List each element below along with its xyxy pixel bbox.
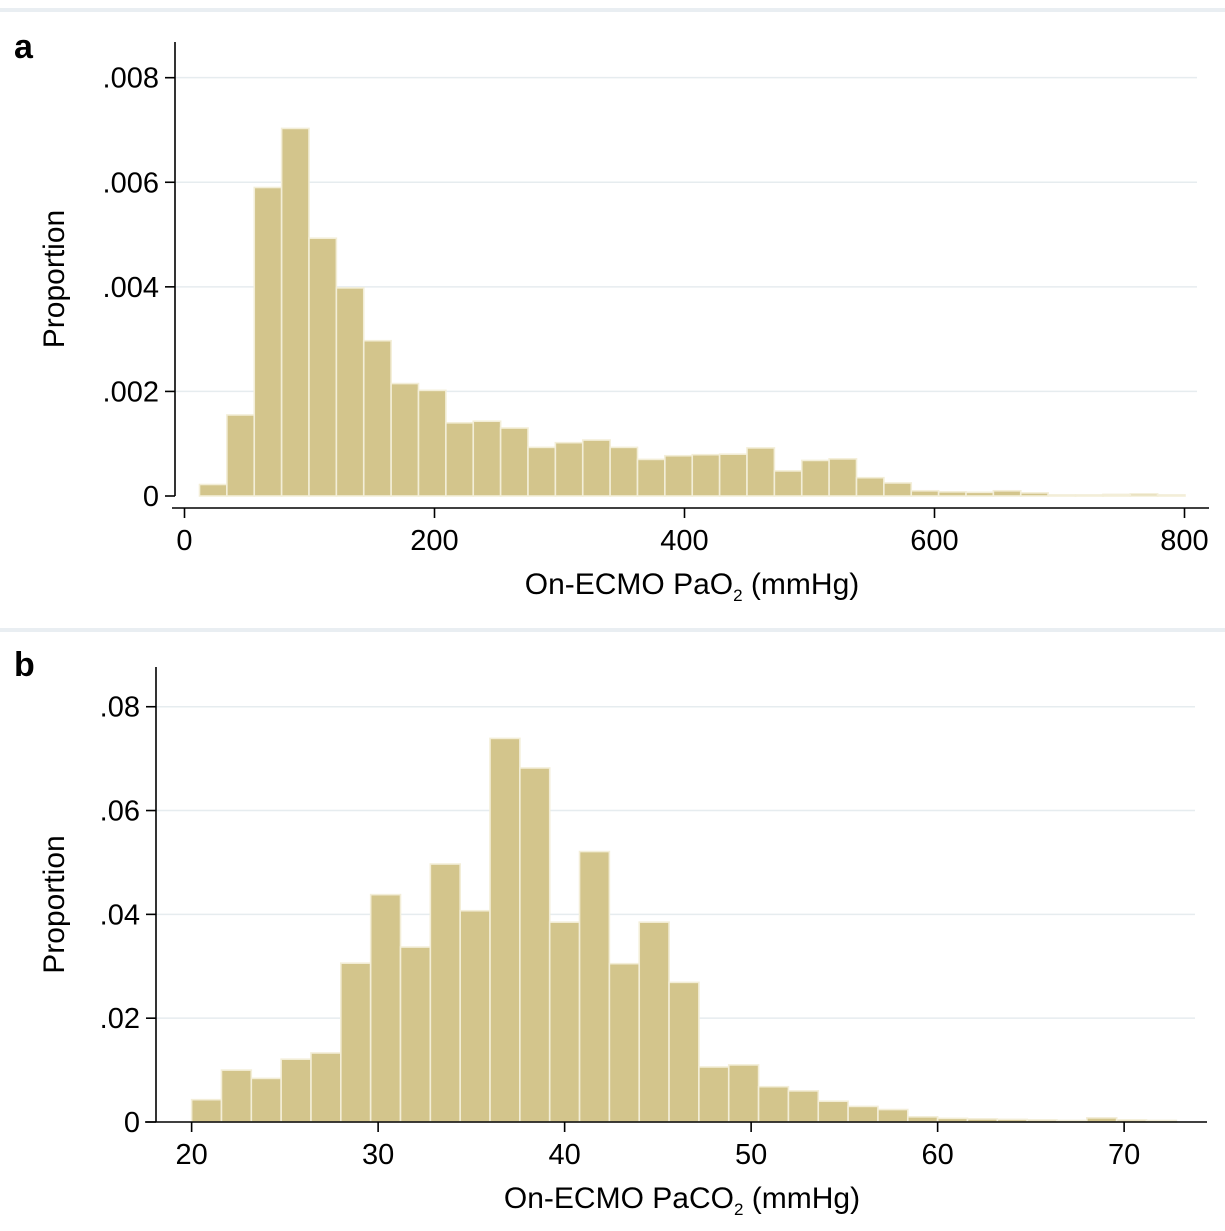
histogram-bar [527,446,557,497]
x-tick-label: 20 [175,1139,207,1171]
histogram-bar [609,446,639,497]
histogram-bar [608,962,641,1123]
histogram-bar [554,441,584,497]
x-tick-label: 40 [548,1139,580,1171]
histogram-bar [198,483,228,497]
y-tick-label: .02 [100,1003,140,1035]
histogram-bar [340,962,372,1123]
histogram-bar [417,389,447,497]
y-tick-label: 0 [143,481,159,513]
histogram-bar [698,1066,730,1123]
y-tick-label: .06 [100,796,140,828]
histogram-bar [847,1105,879,1123]
histogram-bar [817,1100,849,1123]
histogram-bar [548,921,581,1123]
histogram-bar [1047,494,1077,497]
histogram-bar [718,453,748,497]
histogram-bar [727,1064,760,1123]
histogram-bar [581,439,611,497]
histogram-bar [335,287,365,497]
histogram-bar [310,1052,342,1123]
x-tick-label: 70 [1108,1139,1140,1171]
histogram-bar [429,863,461,1123]
histogram-bar [965,491,995,497]
histogram-bar [664,454,694,497]
histogram-bar [499,427,529,497]
histogram-bar [226,414,256,497]
histogram-bar [308,237,338,497]
histogram-bar [253,186,283,497]
y-tick-label: .04 [100,899,140,931]
histogram-bar [636,458,666,497]
x-axis-label: On-ECMO PaCO2 (mmHg) [504,1182,860,1219]
panel-separator [0,8,1225,12]
histogram-bar [472,420,502,497]
histogram-bar [489,737,521,1123]
histogram-bar [668,981,700,1123]
histogram-bar [445,421,475,497]
x-tick-label: 600 [910,525,958,557]
histogram-bar [773,470,803,497]
histogram-bar [250,1077,282,1123]
histogram-pao2: 0 .002 .004 .006 .008 0 200 400 600 800 Proportion… [38,42,1209,605]
y-axis-label: Proportion [38,210,71,348]
panel-label: b [14,646,35,684]
panel-separator [0,628,1225,632]
histogram-bar [190,1098,223,1123]
histogram-bar [877,1108,909,1123]
x-axis-label-suffix: (mmHg) [743,1182,860,1215]
histogram-bar [220,1069,253,1123]
histogram-bar [937,491,967,497]
histogram-bar [280,127,310,497]
y-tick-label: .002 [103,376,159,408]
histogram-bar [638,921,670,1123]
x-tick-label: 200 [410,525,458,557]
histogram-bar [459,909,491,1123]
x-axis-label-subscript: 2 [734,1200,743,1219]
histogram-bar [1019,492,1049,497]
histogram-bar [519,767,551,1123]
x-tick-label: 800 [1160,525,1208,557]
histogram-bar [883,482,913,497]
histogram-bar [1102,493,1132,497]
histogram-bar [390,382,420,497]
histogram-bar [828,458,858,497]
x-axis-label: On-ECMO PaO2 (mmHg) [525,568,860,605]
histogram-bar [1074,494,1104,497]
x-tick-label: 60 [921,1139,953,1171]
histogram-bar [369,893,402,1123]
histogram-paco2: 0 .02 .04 .06 .08 20 30 40 50 60 70 Proportion On-EC… [38,667,1207,1219]
y-tick-label: 0 [124,1107,140,1139]
y-axis-label: Proportion [38,835,71,973]
histogram-bar [691,453,721,497]
histogram-bar [280,1058,312,1123]
y-tick-label: .006 [103,167,159,199]
x-tick-label: 50 [735,1139,767,1171]
x-tick-label: 400 [660,525,708,557]
histogram-bar [399,946,432,1123]
y-tick-label: .08 [100,692,140,724]
x-axis-label-suffix: (mmHg) [743,568,860,601]
histogram-bar [1156,494,1186,497]
histogram-bar [757,1085,790,1123]
x-tick-label: 30 [362,1139,394,1171]
y-tick-label: .004 [103,272,159,304]
histogram-bar [787,1090,820,1123]
panel-label: a [14,28,33,66]
histogram-bar [1129,493,1159,497]
x-axis-label-prefix: On-ECMO PaO [525,568,733,601]
histogram-bar [800,459,830,497]
x-axis-label-subscript: 2 [733,586,742,605]
histogram-bar [578,850,611,1123]
histogram-bar [746,447,776,497]
histogram-bar [855,476,885,497]
panel-b: b 0 .02 .04 .06 .08 20 30 40 50 60 70 Proportion On-… [0,628,1225,1231]
histogram-bar [992,489,1022,497]
histogram-bar [910,489,940,497]
y-tick-label: .008 [103,63,159,95]
x-axis-label-prefix: On-ECMO PaCO [504,1182,734,1215]
histogram-bar [362,339,392,497]
x-tick-label: 0 [176,525,192,557]
panel-a: a 0 .002 .004 .006 .008 0 200 400 600 800 Proporti… [0,8,1225,605]
